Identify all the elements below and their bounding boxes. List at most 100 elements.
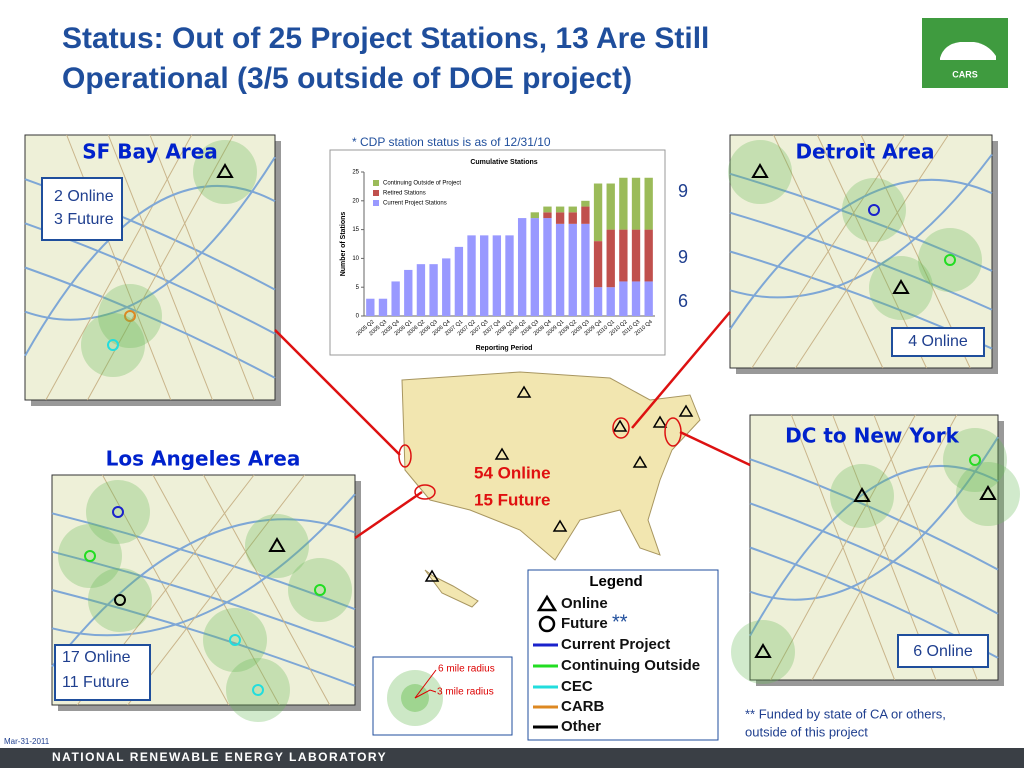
legend-item: CEC	[561, 678, 593, 695]
bar-segment	[581, 206, 590, 224]
bar-segment	[416, 264, 426, 316]
bar-segment	[631, 177, 641, 230]
bar-segment	[480, 235, 489, 316]
status: 11 Future	[62, 674, 129, 691]
footnote: outside of this project	[745, 724, 868, 739]
highlight	[414, 484, 436, 500]
logo-text: CARS	[952, 69, 978, 79]
road	[51, 589, 356, 687]
status-box	[54, 644, 151, 701]
status: 17 Online	[62, 649, 131, 666]
x-axis-label: Reporting Period	[476, 345, 533, 352]
status-box	[41, 177, 123, 241]
chart: Cumulative Stations Number of Stations Rep…	[340, 159, 655, 352]
road	[811, 414, 958, 681]
connector	[679, 430, 751, 467]
logo: CARS	[922, 18, 1008, 88]
legend-swatch	[373, 180, 379, 186]
bar-segment	[555, 206, 565, 213]
legend-title: Legend	[589, 573, 642, 590]
station	[424, 569, 440, 582]
legend-label: Continuing Outside of Project	[383, 181, 461, 187]
status: 2 Online	[54, 188, 114, 205]
road	[729, 153, 993, 299]
legend-item: CARB	[561, 698, 604, 715]
road	[770, 414, 916, 681]
side-label: 6	[678, 291, 688, 311]
bar-segment	[543, 212, 552, 219]
station-halo	[81, 313, 145, 377]
station	[216, 163, 234, 178]
road	[749, 465, 999, 637]
station	[84, 550, 96, 562]
station	[516, 385, 532, 398]
bar-segment	[606, 229, 615, 288]
car-icon	[940, 42, 996, 60]
footnote: ** Funded by state of CA or others,	[745, 706, 946, 721]
road	[749, 436, 999, 601]
legend-icon	[538, 615, 556, 633]
status: 3 Future	[54, 211, 114, 228]
station	[969, 454, 981, 466]
status-box	[891, 327, 985, 357]
bar-segment	[454, 246, 464, 316]
station	[229, 634, 241, 646]
bar-segment	[581, 200, 590, 207]
station	[632, 455, 648, 468]
legend-swatch	[373, 200, 379, 206]
bar-segment	[530, 212, 539, 219]
station	[652, 415, 668, 428]
us-total: 15 Future	[474, 490, 551, 509]
station	[678, 404, 694, 417]
station	[853, 487, 871, 502]
road	[51, 518, 356, 668]
bar-segment	[442, 258, 451, 316]
bar-segment	[581, 223, 590, 316]
road	[729, 178, 993, 330]
title-line: Status: Out of 25 Project Stations, 13 A…	[62, 22, 709, 55]
legend-item: Continuing Outside	[561, 657, 700, 674]
radius-pointer	[414, 669, 437, 699]
station-halo	[943, 428, 1007, 492]
bar-segment	[568, 206, 577, 213]
station	[868, 204, 880, 216]
region-name: Los Angeles Area	[106, 447, 301, 471]
station-halo	[918, 228, 982, 292]
station-halo	[842, 178, 906, 242]
station-halo	[86, 480, 150, 544]
highlight	[398, 444, 412, 468]
status-box	[897, 634, 989, 668]
legend-item: Future	[561, 615, 608, 632]
road	[87, 134, 234, 401]
road	[127, 474, 305, 706]
station	[552, 519, 568, 532]
station	[754, 643, 772, 658]
station	[114, 594, 126, 606]
y-tick-label: 25	[352, 170, 359, 176]
bar-segment	[543, 218, 552, 316]
station	[314, 584, 326, 596]
radius-label: 6 mile radius	[438, 664, 495, 675]
road	[51, 493, 356, 637]
road	[24, 266, 276, 379]
bar-segment	[606, 287, 615, 316]
station-halo	[288, 558, 352, 622]
bar-segment	[619, 229, 628, 282]
bar-segment	[631, 281, 641, 316]
footer-bar	[0, 748, 1024, 768]
y-tick-label: 15	[352, 227, 359, 233]
y-tick-label: 0	[356, 314, 360, 320]
station	[979, 485, 997, 500]
bar-segment	[644, 229, 653, 282]
radius-label: 3 mile radius	[437, 687, 494, 698]
bar-segment	[593, 287, 603, 316]
road	[749, 502, 999, 615]
chart-title: Cumulative Stations	[470, 159, 537, 166]
legend-label: Retired Stations	[383, 191, 426, 197]
connectors	[274, 311, 751, 540]
legend-swatch	[373, 190, 379, 196]
footer: NATIONAL RENEWABLE ENERGY LABORATORY	[52, 750, 387, 764]
status: 6 Online	[913, 643, 973, 660]
legend-item: Current Project	[561, 636, 670, 653]
bar-segment	[568, 212, 577, 224]
